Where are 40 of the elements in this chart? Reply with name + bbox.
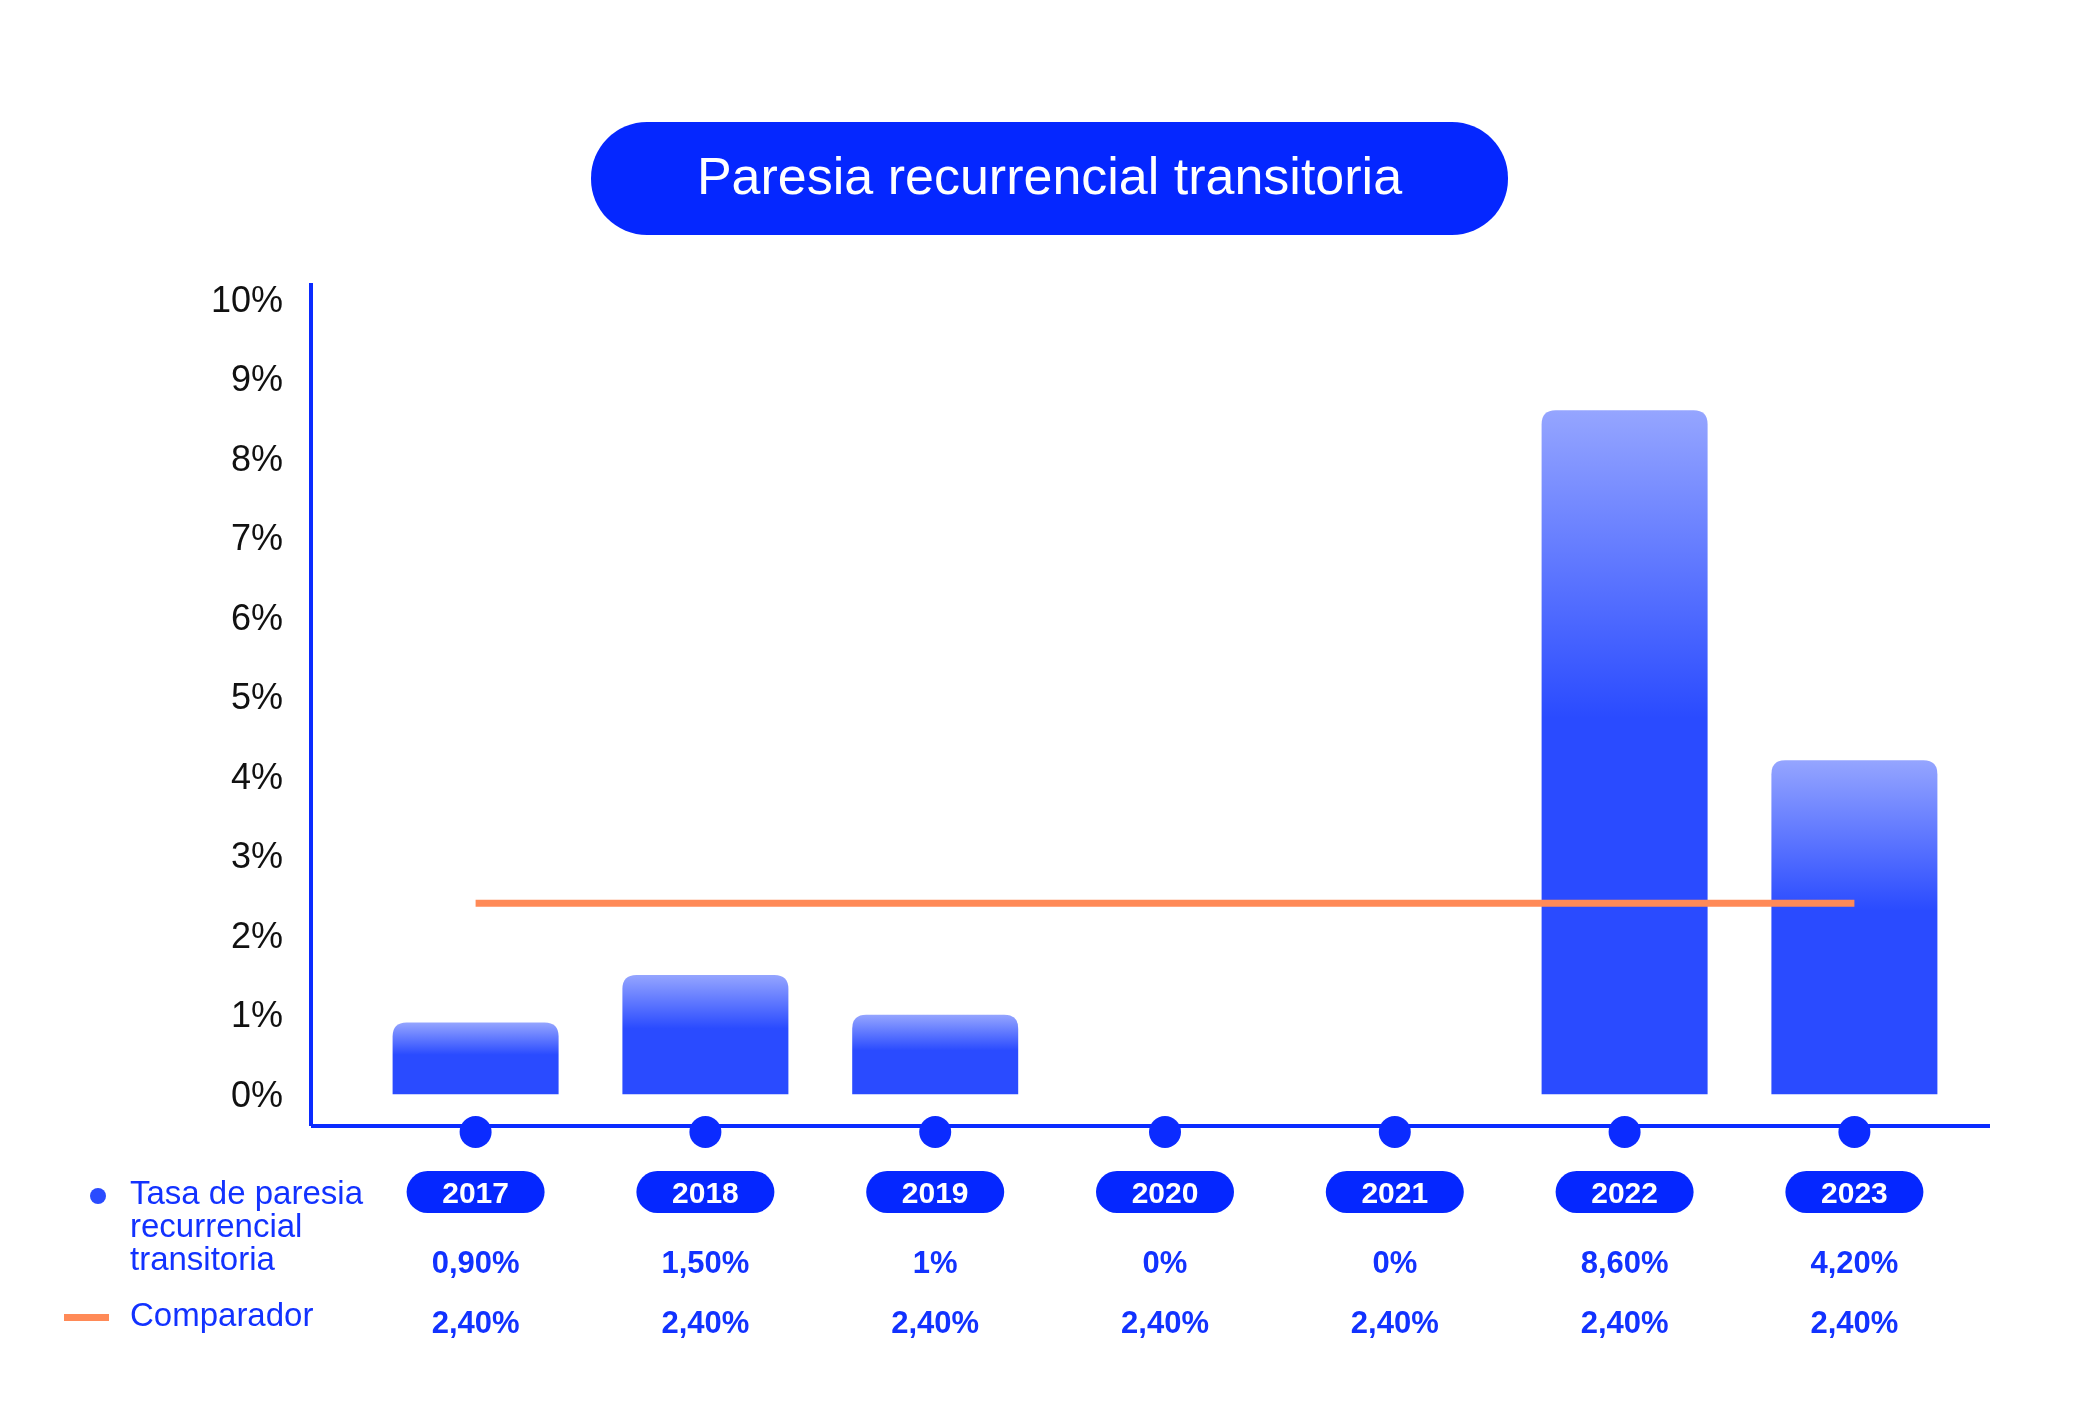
x-tick-label: 2023 bbox=[1821, 1175, 1888, 1209]
chart-title: Paresia recurrencial transitoria bbox=[696, 147, 1403, 205]
y-tick-label: 7% bbox=[230, 517, 283, 559]
y-tick-label: 10% bbox=[210, 278, 283, 320]
y-tick-label: 3% bbox=[230, 835, 283, 877]
data-label: 2,40% bbox=[891, 1304, 980, 1340]
data-label: 2,40% bbox=[1350, 1304, 1439, 1340]
x-tick-label: 2019 bbox=[901, 1175, 969, 1209]
y-tick-label: 9% bbox=[230, 358, 283, 400]
data-label: 1,50% bbox=[661, 1244, 750, 1280]
x-tick-label: 2020 bbox=[1131, 1175, 1199, 1209]
legend-label: Tasa de paresia recurrencial transitoria bbox=[130, 1174, 364, 1277]
bar bbox=[1541, 410, 1708, 1095]
y-tick-label: 6% bbox=[230, 596, 283, 638]
bar bbox=[852, 1014, 1019, 1095]
data-label: 0% bbox=[1142, 1244, 1188, 1280]
data-label: 0% bbox=[1372, 1244, 1418, 1280]
data-label: 1% bbox=[912, 1244, 958, 1280]
data-label: 2,40% bbox=[1580, 1304, 1669, 1340]
data-label: 2,40% bbox=[431, 1304, 520, 1340]
bar bbox=[622, 974, 789, 1095]
x-tick-label: 2017 bbox=[442, 1175, 509, 1209]
y-tick-label: 4% bbox=[230, 755, 283, 797]
data-label: 2,40% bbox=[1810, 1304, 1899, 1340]
data-label: 8,60% bbox=[1580, 1244, 1669, 1280]
x-tick-label: 2022 bbox=[1591, 1175, 1658, 1209]
data-label: 0,90% bbox=[431, 1244, 520, 1280]
bar bbox=[1771, 760, 1938, 1095]
y-tick-label: 2% bbox=[230, 914, 283, 956]
data-label: 2,40% bbox=[661, 1304, 750, 1340]
data-label: 2,40% bbox=[1121, 1304, 1209, 1340]
x-tick-label: 2018 bbox=[672, 1175, 739, 1209]
y-tick-label: 8% bbox=[230, 437, 283, 479]
y-tick-label: 1% bbox=[230, 994, 283, 1036]
data-label: 4,20% bbox=[1810, 1244, 1899, 1280]
legend-label: Comparador bbox=[130, 1296, 314, 1333]
x-tick-label: 2021 bbox=[1361, 1175, 1429, 1209]
y-tick-label: 5% bbox=[230, 676, 283, 718]
y-tick-label: 0% bbox=[230, 1073, 283, 1115]
bar bbox=[392, 1022, 559, 1095]
